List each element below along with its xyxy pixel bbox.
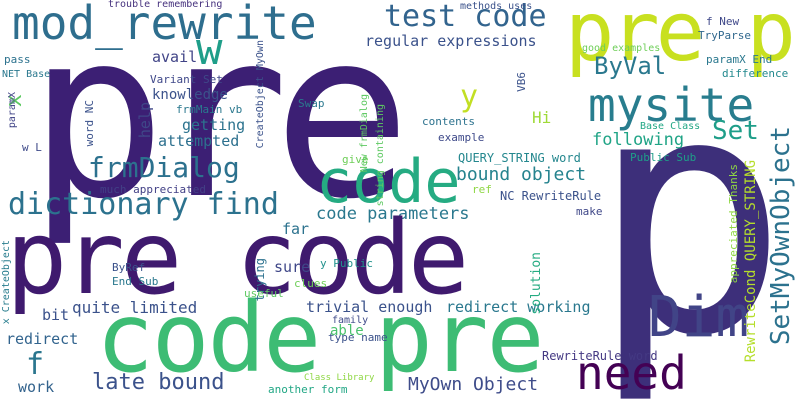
word-byref: ByRef	[112, 261, 146, 274]
word-far: far	[282, 220, 310, 238]
word-new-frmdialog: New frmDialog	[359, 94, 370, 173]
word-string-containing: string containing	[375, 104, 386, 207]
word-make: make	[576, 205, 603, 218]
word-give: give	[342, 153, 369, 166]
word-createobject-myown: CreateObject MyOwn	[255, 40, 266, 149]
word-dictionary-find: dictionary find	[8, 187, 279, 222]
word-code-pre: code pre	[96, 282, 544, 394]
word-pre-p: pre p	[565, 0, 796, 80]
word-myown-object: MyOwn Object	[408, 374, 539, 395]
word-paramx: paramX	[7, 92, 18, 129]
word-another-form: another form	[268, 383, 348, 396]
word-attempted: attempted	[158, 132, 240, 150]
word-pass: pass	[4, 53, 31, 66]
word-sure: sure	[274, 258, 311, 276]
word-w-l: w L	[22, 141, 42, 154]
word-appreciated-thanks: appreciated Thanks	[727, 164, 740, 284]
word-test-code: test code	[384, 0, 547, 34]
word-rewriterule-word: RewriteRule word	[542, 349, 658, 363]
word-pre: pre	[28, 0, 411, 250]
word-bit: bit	[42, 306, 70, 324]
word-net-base: NET Base	[2, 69, 51, 80]
word-hi: Hi	[532, 108, 552, 127]
word-pre-code: pre code	[6, 199, 469, 318]
word-good-examples: good examples	[582, 43, 661, 54]
word-difference: difference	[722, 67, 789, 80]
word-variant-set: Variant Set	[150, 73, 223, 86]
word-redirect-working: redirect working	[446, 298, 591, 316]
word-bound-object: bound object	[456, 164, 587, 185]
word-f-new: f New	[706, 15, 740, 28]
word-frmdialog: frmDialog	[88, 151, 240, 184]
word-help: help	[136, 102, 154, 139]
word-y: y	[460, 79, 479, 114]
word-nc-rewriterule: NC RewriteRule	[500, 189, 602, 203]
word-w: w	[196, 24, 223, 75]
word-much-appreciated: much appreciated	[100, 183, 206, 196]
word-rewritecond-query-string: RewriteCond QUERY_STRING	[743, 160, 759, 363]
word-code: code	[316, 147, 461, 217]
word-base-class: Base Class	[640, 121, 701, 132]
word-y-public: y Public	[320, 257, 373, 270]
word-type-name: type name	[328, 331, 388, 344]
word-trouble-remembering: trouble remembering	[108, 0, 223, 10]
word-x-createobject: x CreateObject	[1, 240, 12, 325]
word-f: f	[26, 347, 45, 382]
word-contents: contents	[422, 115, 475, 128]
word-code-parameters: code parameters	[316, 204, 470, 224]
word-mod-rewrite: mod_rewrite	[12, 0, 317, 50]
word-query-string-word: QUERY_STRING word	[458, 151, 581, 165]
word-following: following	[592, 130, 685, 150]
word-knowledge: knowledge	[152, 87, 228, 103]
word-setmyownobject: SetMyOwnObject	[766, 126, 796, 346]
word-family: family	[332, 315, 369, 326]
word-ref: ref	[472, 183, 492, 196]
word-frmmain-vb: frmMain vb	[176, 103, 243, 116]
word-set: Set	[712, 116, 759, 146]
word-swap: Swap	[298, 97, 325, 110]
word-quite-limited: quite limited	[72, 298, 198, 317]
word-public-sub: Public Sub	[630, 151, 697, 164]
word-class-library: Class Library	[304, 373, 375, 383]
word-trivial-enough: trivial enough	[306, 298, 433, 316]
word-end-sub: End Sub	[112, 275, 159, 288]
word-regular-expressions: regular expressions	[365, 32, 537, 50]
word-mysite: mysite	[588, 78, 755, 132]
word-solution: solution	[529, 252, 544, 315]
word-paramx-end: paramX End	[706, 53, 773, 66]
word-redirect: redirect	[6, 330, 79, 348]
word-late-bound: late bound	[92, 370, 225, 395]
word-need: need	[576, 346, 687, 400]
word-p: p	[590, 24, 789, 400]
word-word-nc: word NC	[83, 100, 96, 147]
word-useful: useful	[244, 287, 284, 300]
word-example: example	[438, 131, 485, 144]
word-vb6: VB6	[515, 72, 528, 92]
word-getting: getting	[182, 116, 246, 134]
word-avail: avail	[152, 48, 198, 66]
word-tryparse: TryParse	[698, 29, 751, 42]
word-methods-uses: methods uses	[460, 1, 533, 12]
word-clues: clues	[294, 277, 328, 290]
word-work: work	[18, 378, 55, 396]
word-dim: Dim	[648, 285, 750, 350]
word-byval: ByVal	[594, 52, 667, 80]
word-able: able	[330, 323, 364, 339]
